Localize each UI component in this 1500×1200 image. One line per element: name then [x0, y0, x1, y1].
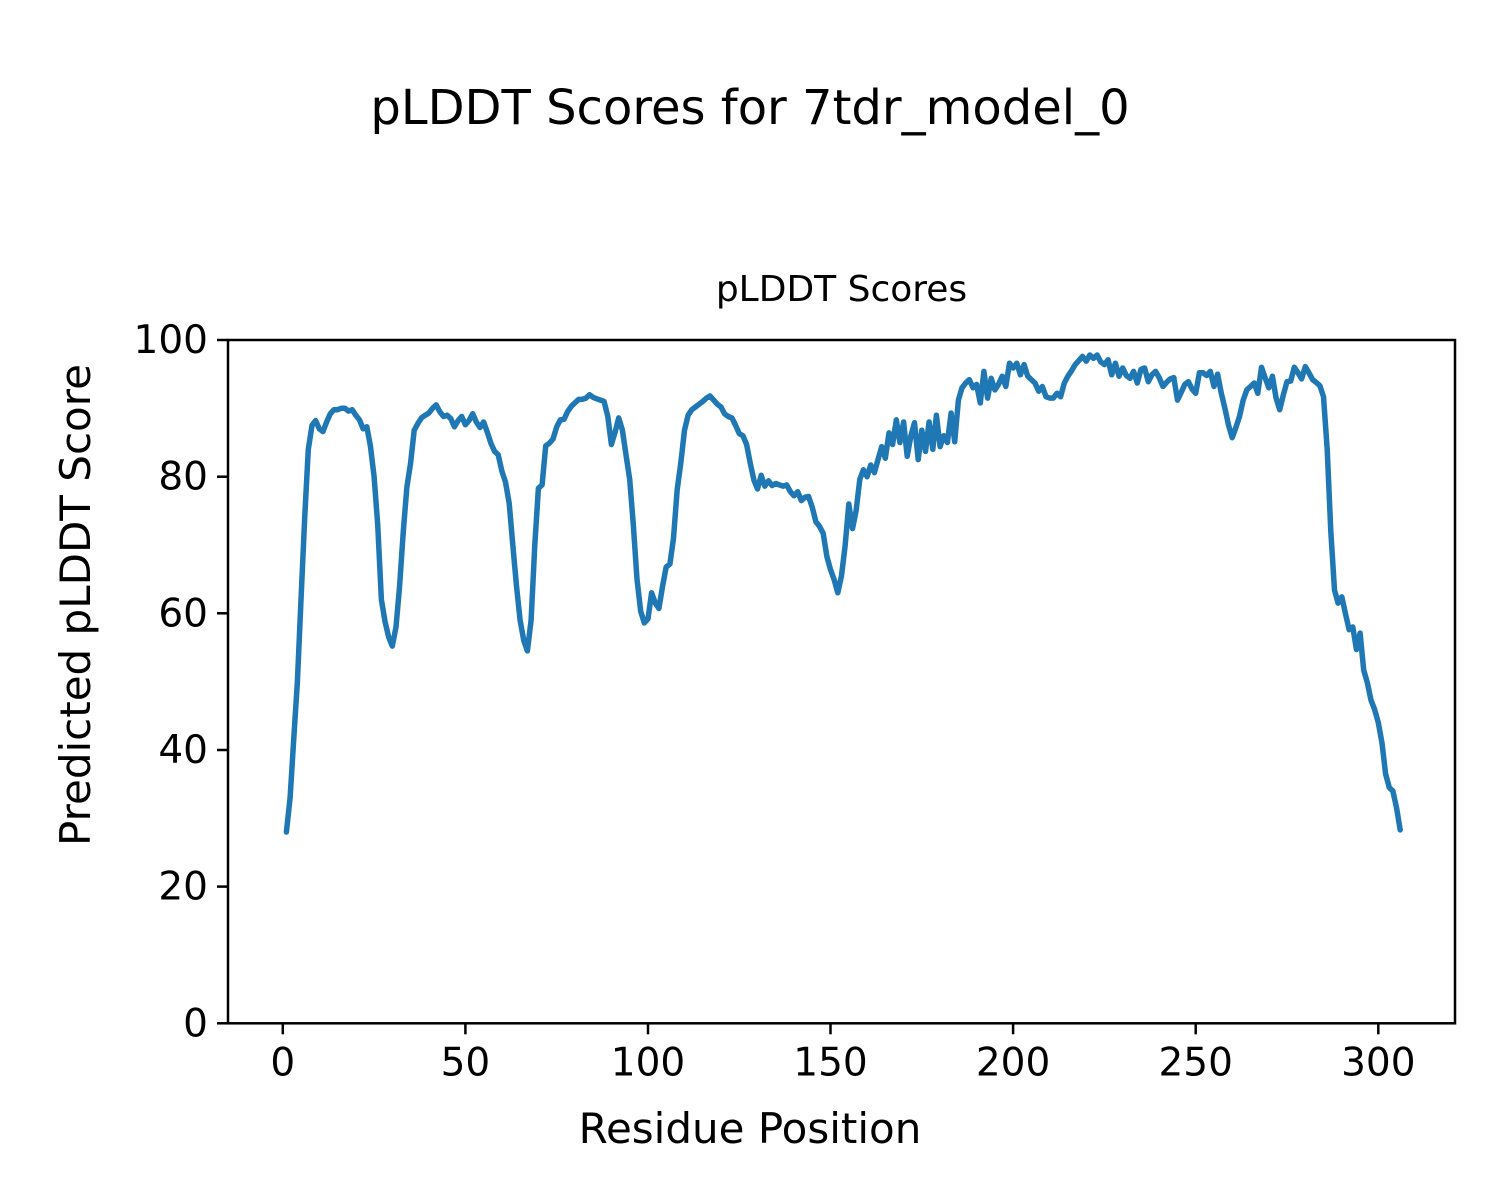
x-tick-label: 0	[270, 1040, 295, 1085]
y-tick-label: 40	[158, 728, 208, 773]
x-tick-label: 100	[611, 1040, 685, 1085]
x-tick-label: 300	[1341, 1040, 1415, 1085]
y-tick-label: 60	[158, 591, 208, 636]
x-tick-label: 200	[976, 1040, 1050, 1085]
y-tick-label: 0	[183, 1001, 208, 1046]
y-tick-label: 20	[158, 865, 208, 910]
y-axis-label: Predicted pLDDT Score	[50, 364, 100, 846]
x-tick-label: 50	[441, 1040, 491, 1085]
figure-title: pLDDT Scores for 7tdr_model_0	[370, 80, 1130, 136]
x-tick-label: 250	[1158, 1040, 1232, 1085]
x-tick-label: 150	[793, 1040, 867, 1085]
axes-title: pLDDT Scores	[715, 269, 968, 310]
x-axis-label: Residue Position	[578, 1104, 922, 1153]
y-tick-label: 80	[158, 455, 208, 500]
axes-frame	[226, 338, 1457, 1025]
plddt-line	[283, 352, 1403, 835]
y-tick-label: 100	[134, 318, 208, 363]
